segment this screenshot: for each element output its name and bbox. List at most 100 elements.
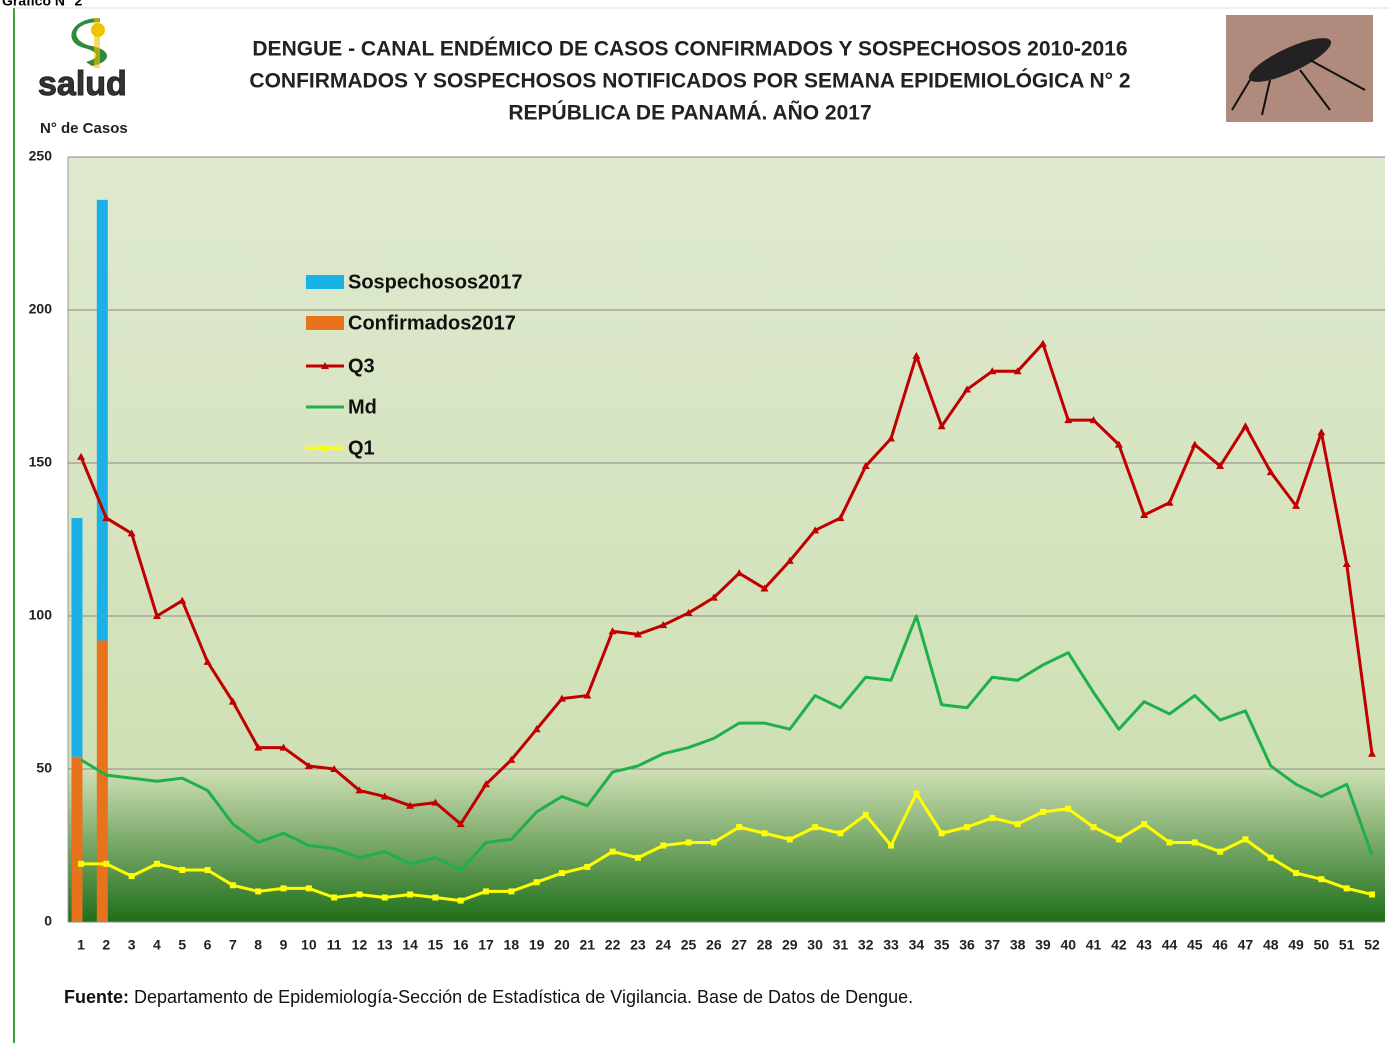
point xyxy=(610,849,616,855)
x-tick-label: 15 xyxy=(428,937,444,953)
chart-title: CONFIRMADOS Y SOSPECHOSOS NOTIFICADOS PO… xyxy=(249,69,1130,93)
x-tick-label: 1 xyxy=(77,937,85,953)
x-tick-label: 24 xyxy=(655,937,671,953)
x-tick-label: 7 xyxy=(229,937,237,953)
point xyxy=(559,870,565,876)
x-tick-label: 3 xyxy=(128,937,136,953)
x-tick-label: 52 xyxy=(1364,937,1380,953)
x-tick-label: 46 xyxy=(1212,937,1228,953)
logo: salud xyxy=(38,18,127,103)
x-tick-label: 50 xyxy=(1314,937,1330,953)
point xyxy=(1116,836,1122,842)
source-note: Fuente: Departamento de Epidemiología-Se… xyxy=(64,987,913,1007)
point xyxy=(939,830,945,836)
x-tick-label: 27 xyxy=(731,937,747,953)
bar xyxy=(97,200,108,641)
x-tick-label: 48 xyxy=(1263,937,1279,953)
y-tick-label: 150 xyxy=(29,454,53,470)
y-tick-label: 50 xyxy=(36,760,52,776)
point xyxy=(382,895,388,901)
y-tick-label: 200 xyxy=(29,301,53,317)
x-tick-label: 34 xyxy=(909,937,925,953)
x-tick-label: 33 xyxy=(883,937,899,953)
x-tick-label: 42 xyxy=(1111,937,1127,953)
point xyxy=(1166,839,1172,845)
point xyxy=(1318,876,1324,882)
x-tick-label: 2 xyxy=(102,937,110,953)
point xyxy=(407,891,413,897)
point xyxy=(1065,806,1071,812)
point xyxy=(508,888,514,894)
x-tick-label: 43 xyxy=(1136,937,1152,953)
point xyxy=(1293,870,1299,876)
x-tick-label: 19 xyxy=(529,937,545,953)
x-tick-label: 25 xyxy=(681,937,697,953)
x-tick-label: 13 xyxy=(377,937,393,953)
legend-label: Q1 xyxy=(348,437,375,459)
point xyxy=(1344,885,1350,891)
x-tick-label: 47 xyxy=(1238,937,1254,953)
x-tick-label: 22 xyxy=(605,937,621,953)
x-tick-label: 51 xyxy=(1339,937,1355,953)
bar xyxy=(72,757,83,922)
y-tick-label: 250 xyxy=(29,148,53,164)
point xyxy=(635,855,641,861)
point xyxy=(179,867,185,873)
point xyxy=(989,815,995,821)
logo-text: salud xyxy=(38,65,127,103)
source-label: Fuente: xyxy=(64,987,129,1007)
x-tick-label: 39 xyxy=(1035,937,1051,953)
point xyxy=(1369,891,1375,897)
point xyxy=(458,898,464,904)
point xyxy=(1217,849,1223,855)
point xyxy=(888,843,894,849)
x-tick-label: 40 xyxy=(1060,937,1076,953)
legend-label: Confirmados2017 xyxy=(348,312,516,334)
point xyxy=(1091,824,1097,830)
chart-title: REPÚBLICA DE PANAMÁ. AÑO 2017 xyxy=(508,101,871,125)
x-tick-label: 41 xyxy=(1086,937,1102,953)
plot-area xyxy=(68,157,1385,922)
point xyxy=(863,812,869,818)
point xyxy=(103,861,109,867)
x-tick-label: 31 xyxy=(833,937,849,953)
x-tick-label: 23 xyxy=(630,937,646,953)
point xyxy=(534,879,540,885)
point xyxy=(281,885,287,891)
x-tick-label: 21 xyxy=(579,937,595,953)
legend-swatch xyxy=(306,316,344,330)
x-tick-label: 4 xyxy=(153,937,161,953)
x-tick-label: 32 xyxy=(858,937,874,953)
x-tick-label: 29 xyxy=(782,937,798,953)
x-tick-label: 18 xyxy=(504,937,520,953)
point xyxy=(432,895,438,901)
point xyxy=(584,864,590,870)
point xyxy=(913,790,919,796)
point xyxy=(1268,855,1274,861)
point xyxy=(356,891,362,897)
legend-marker xyxy=(322,445,328,451)
x-tick-label: 8 xyxy=(254,937,262,953)
x-tick-label: 38 xyxy=(1010,937,1026,953)
y-axis-label: N° de Casos xyxy=(40,120,128,137)
legend-label: Q3 xyxy=(348,355,375,377)
point xyxy=(761,830,767,836)
point xyxy=(837,830,843,836)
point xyxy=(1141,821,1147,827)
point xyxy=(255,888,261,894)
point xyxy=(129,873,135,879)
x-tick-label: 10 xyxy=(301,937,317,953)
x-tick-label: 45 xyxy=(1187,937,1203,953)
x-tick-label: 37 xyxy=(985,937,1001,953)
x-tick-label: 16 xyxy=(453,937,469,953)
x-tick-label: 28 xyxy=(757,937,773,953)
x-tick-label: 44 xyxy=(1162,937,1178,953)
figure-label: Gráfico N° 2 xyxy=(2,0,83,9)
x-tick-label: 49 xyxy=(1288,937,1304,953)
point xyxy=(736,824,742,830)
legend-swatch xyxy=(306,275,344,289)
point xyxy=(483,888,489,894)
x-tick-label: 17 xyxy=(478,937,494,953)
point xyxy=(331,895,337,901)
point xyxy=(1040,809,1046,815)
